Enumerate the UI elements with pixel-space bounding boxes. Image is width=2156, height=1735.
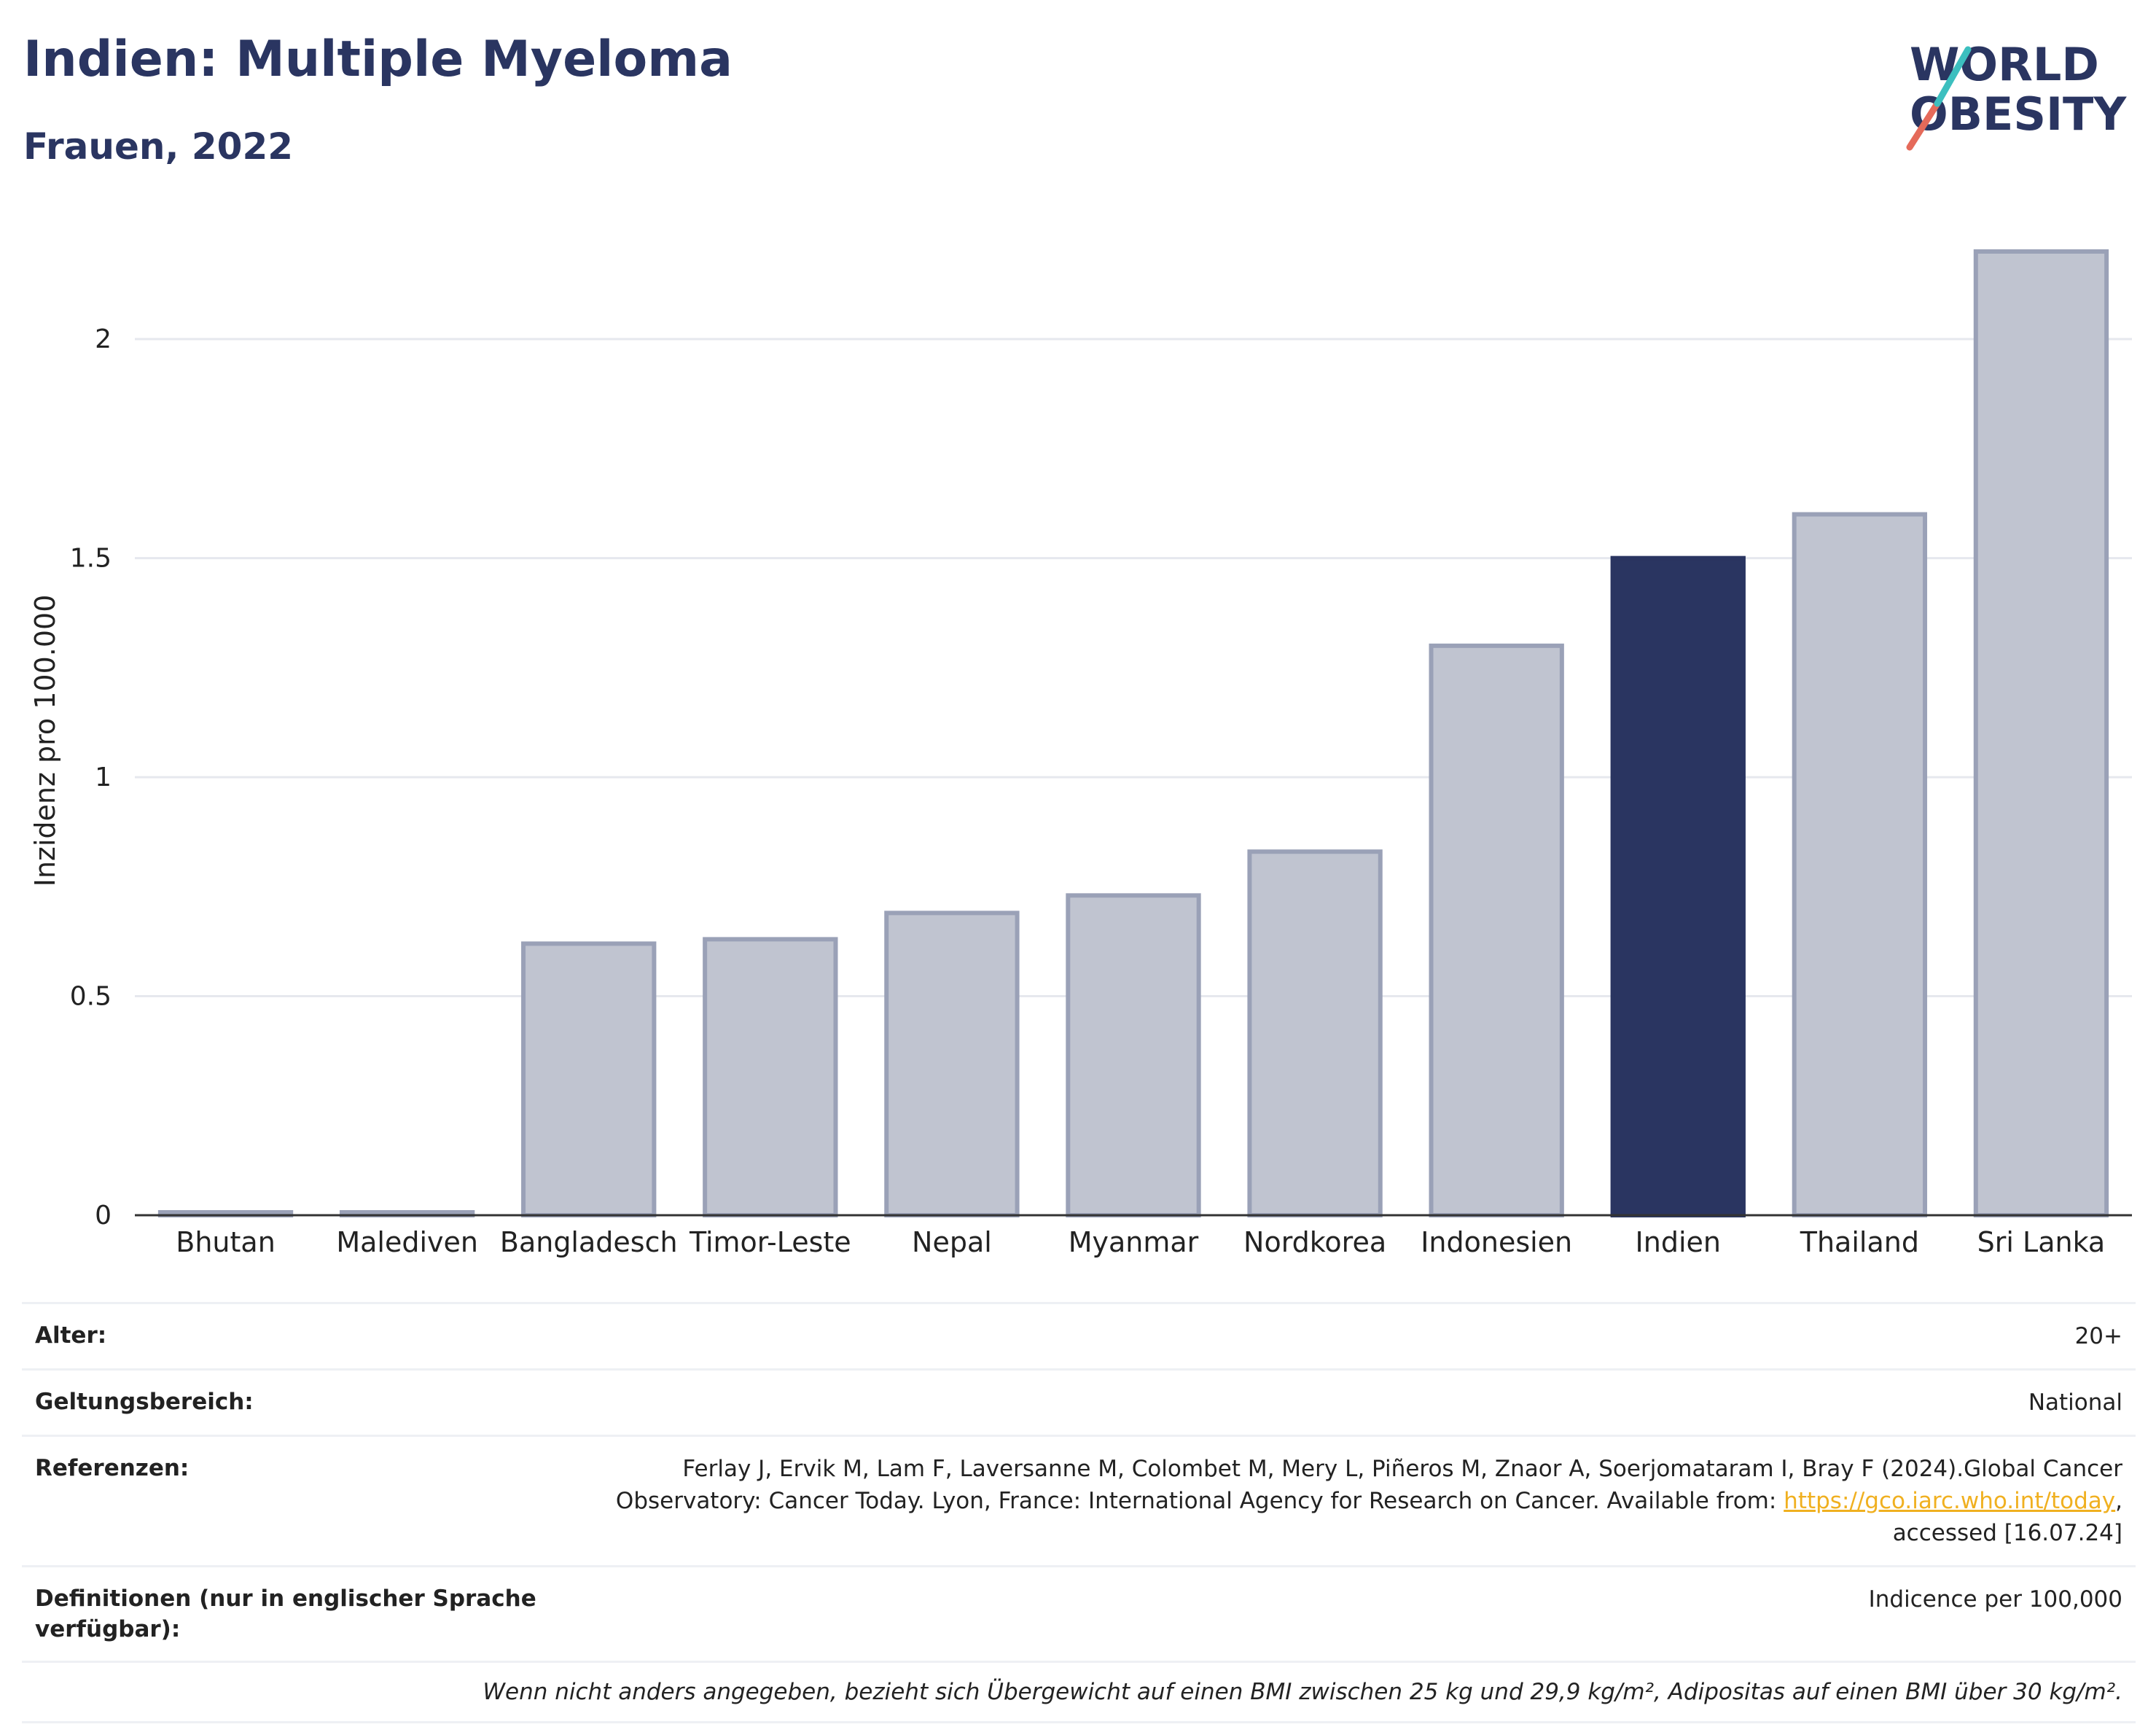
meta-value-age: 20+	[2074, 1323, 2122, 1349]
meta-label-references: Referenzen:	[35, 1455, 190, 1481]
y-tick-label: 1.5	[70, 544, 112, 574]
y-axis-title: Inzidenz pro 100.000	[29, 595, 61, 887]
bar-indien	[1610, 555, 1746, 1217]
logo-slash-red	[1906, 100, 1941, 151]
meta-value-definitions: Indicence per 100,000	[1868, 1586, 2122, 1613]
bar-sri-lanka	[1973, 249, 2109, 1217]
meta-label-scope: Geltungsbereich:	[35, 1389, 254, 1415]
y-tick-label: 0.5	[70, 982, 112, 1012]
x-tick-label: Nepal	[912, 1226, 992, 1258]
reference-line-2: Observatory: Cancer Today. Lyon, France:…	[615, 1488, 1777, 1514]
x-tick-label: Bhutan	[176, 1226, 276, 1258]
meta-row-references: Referenzen: Ferlay J, Ervik M, Lam F, La…	[22, 1435, 2136, 1565]
bar-indonesien	[1429, 643, 1564, 1217]
logo-text-world: WORLD	[1910, 38, 2099, 91]
meta-value-references: Ferlay J, Ervik M, Lam F, Laversanne M, …	[615, 1456, 2122, 1546]
x-tick-label: Timor-Leste	[689, 1226, 851, 1258]
meta-row-scope: Geltungsbereich: National	[22, 1368, 2136, 1435]
bar-thailand	[1792, 512, 1928, 1217]
y-tick-label: 2	[95, 324, 112, 354]
meta-row-age: Alter: 20+	[22, 1302, 2136, 1368]
x-tick-label: Indien	[1636, 1226, 1721, 1258]
y-tick-label: 0	[95, 1201, 112, 1231]
x-tick-label: Bangladesch	[500, 1226, 678, 1258]
x-tick-label: Nordkorea	[1243, 1226, 1386, 1258]
bar-timor-leste	[703, 937, 838, 1217]
chart-subtitle: Frauen, 2022	[23, 125, 294, 168]
footnote: Wenn nicht anders angegeben, bezieht sic…	[22, 1661, 2136, 1723]
bar-myanmar	[1066, 893, 1201, 1217]
reference-line-3: accessed [16.07.24]	[1892, 1520, 2122, 1546]
logo-text-obesity: OBESITY	[1910, 87, 2127, 141]
meta-value-scope: National	[2028, 1389, 2122, 1416]
bar-nordkorea	[1247, 849, 1383, 1218]
logo-slash-teal	[1934, 46, 1972, 107]
meta-label-definitions: Definitionen (nur in englischer Sprache …	[35, 1586, 536, 1642]
bar-bangladesch	[521, 941, 657, 1218]
y-tick-label: 1	[95, 763, 112, 792]
reference-line-1: Ferlay J, Ervik M, Lam F, Laversanne M, …	[682, 1456, 2122, 1482]
x-tick-label: Myanmar	[1069, 1226, 1199, 1258]
world-obesity-logo: WORLD OBESITY	[1906, 38, 2127, 151]
metadata-table: Alter: 20+ Geltungsbereich: National Ref…	[22, 1302, 2136, 1723]
x-tick-label: Thailand	[1800, 1226, 1919, 1258]
x-tick-label: Malediven	[336, 1226, 478, 1258]
chart-title: Indien: Multiple Myeloma	[23, 31, 733, 88]
x-tick-label: Sri Lanka	[1977, 1226, 2106, 1258]
bar-chart: 0 0.5 1 1.5 2 Bhutan Malediven Bangladesch Timor…	[29, 249, 2132, 1258]
reference-link[interactable]: https://gco.iarc.who.int/today	[1784, 1488, 2116, 1514]
meta-label-age: Alter:	[35, 1322, 107, 1349]
bar-nepal	[884, 911, 1020, 1217]
meta-row-definitions: Definitionen (nur in englischer Sprache …	[22, 1565, 2136, 1661]
x-tick-label: Indonesien	[1421, 1226, 1572, 1258]
